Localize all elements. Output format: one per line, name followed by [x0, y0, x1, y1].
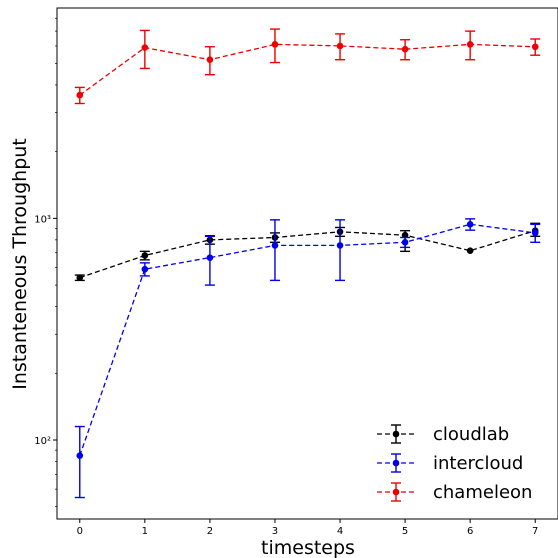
data-point-chameleon	[401, 45, 409, 53]
x-tick-label: 5	[402, 526, 408, 537]
legend-label: chameleon	[433, 482, 532, 503]
data-point-chameleon	[466, 41, 474, 48]
series-line-chameleon	[79, 43, 536, 96]
data-point-intercloud	[206, 254, 214, 261]
plot-area	[74, 28, 541, 499]
data-point-chameleon	[531, 43, 539, 51]
legend-marker	[392, 459, 400, 467]
x-tick-label: 2	[207, 526, 213, 537]
legend-item-intercloud: intercloud	[377, 453, 523, 474]
data-point-chameleon	[336, 42, 344, 50]
data-point-cloudlab	[466, 247, 474, 254]
y-axis-label: Instanteneous Throughput	[9, 138, 31, 390]
data-point-intercloud	[466, 221, 474, 228]
x-axis: 0 1 2 3 4 5 6 7	[77, 519, 538, 537]
legend-item-chameleon: chameleon	[377, 482, 532, 503]
legend-item-cloudlab: cloudlab	[377, 424, 509, 445]
x-tick-label: 3	[272, 526, 278, 537]
series-line-cloudlab	[79, 230, 536, 279]
x-tick-label: 1	[142, 526, 148, 537]
data-point-intercloud	[401, 238, 409, 246]
data-point-cloudlab	[141, 252, 149, 259]
data-point-intercloud	[141, 265, 149, 273]
x-axis-label: timesteps	[261, 537, 355, 558]
axes-frame	[56, 7, 558, 520]
y-tick-label: 10²	[34, 436, 51, 447]
data-point-intercloud	[336, 242, 344, 249]
data-point-intercloud	[531, 229, 539, 237]
legend-label: cloudlab	[433, 424, 509, 445]
data-point-intercloud	[76, 452, 84, 459]
x-tick-label: 4	[337, 526, 343, 537]
legend-label: intercloud	[433, 453, 523, 474]
y-axis: 10² 10³	[34, 17, 57, 508]
data-point-intercloud	[271, 242, 279, 249]
data-point-chameleon	[271, 41, 279, 48]
legend: cloudlab intercloud chameleon	[377, 424, 532, 503]
data-point-cloudlab	[76, 274, 84, 281]
legend-marker	[392, 430, 400, 438]
data-point-chameleon	[76, 91, 84, 99]
x-tick-label: 0	[77, 526, 83, 537]
data-point-chameleon	[206, 56, 214, 64]
series-intercloud	[74, 218, 541, 499]
x-tick-label: 7	[532, 526, 538, 537]
series-chameleon	[74, 28, 541, 105]
x-tick-label: 6	[467, 526, 473, 537]
y-tick-label: 10³	[34, 214, 51, 225]
legend-marker	[392, 488, 400, 496]
series-line-intercloud	[79, 223, 536, 456]
data-point-chameleon	[141, 44, 149, 51]
